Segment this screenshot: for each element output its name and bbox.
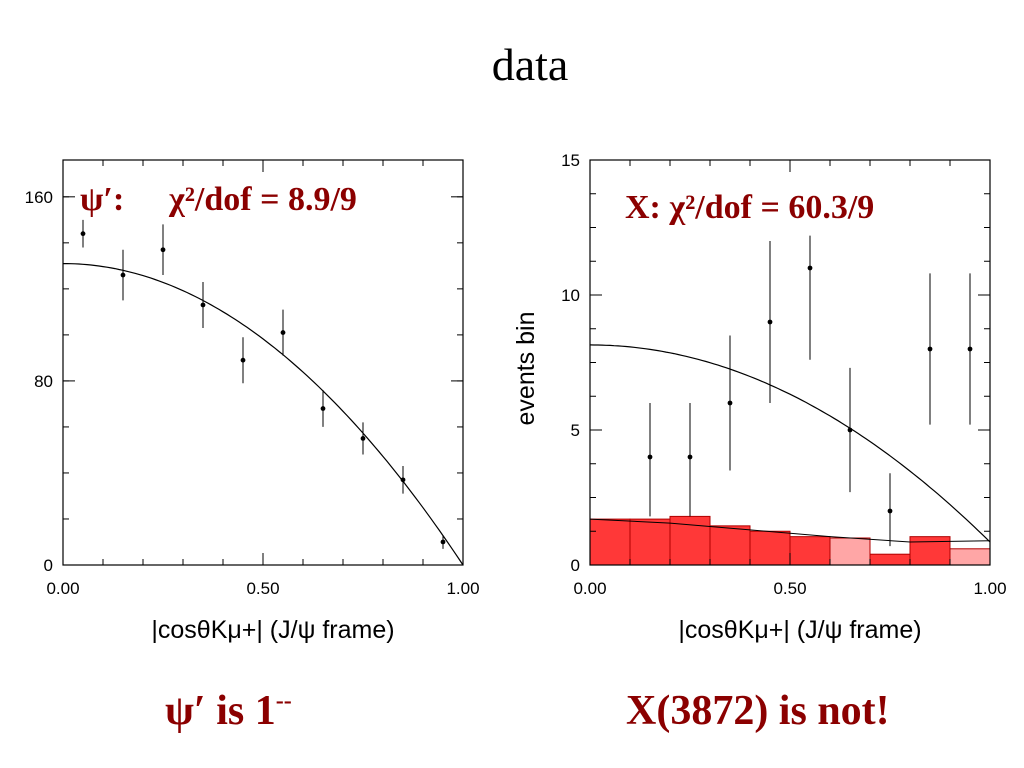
background-bar (909, 536, 951, 566)
data-point (647, 454, 653, 460)
data-point (200, 302, 206, 308)
data-point (727, 400, 733, 406)
x-tick-label: 0.50 (773, 579, 806, 598)
data-point (687, 454, 693, 460)
x-tick-label: 1.00 (973, 579, 1006, 598)
background-bar (869, 553, 911, 566)
fit-curve (589, 344, 991, 543)
data-point (80, 231, 86, 237)
plot-frame (62, 159, 464, 566)
y-tick-label: 160 (25, 188, 53, 207)
background-curve (589, 518, 991, 543)
x-tick-label: 0.00 (573, 579, 606, 598)
data-point (280, 330, 286, 335)
background-bar (589, 518, 631, 566)
y-tick-label: 15 (561, 151, 580, 170)
data-point (440, 539, 446, 545)
y-axis-title: events bin (512, 312, 540, 426)
y-tick-label: 0 (44, 556, 53, 575)
data-point (160, 247, 166, 253)
y-tick-label: 5 (571, 421, 580, 440)
data-point (887, 508, 893, 514)
background-bar (949, 548, 991, 566)
right-chart: 0.00 0.50 1.00 0 5 10 15 X: χ²/dof = 60.3/9 |cos… (512, 151, 1007, 644)
data-point (807, 265, 813, 271)
annotation-prefix: ψ′: (80, 181, 124, 218)
x-tick-label: 0.00 (46, 579, 79, 598)
left-caption-superscript: -- (276, 688, 292, 714)
background-bar (829, 537, 871, 566)
background-bar (629, 518, 671, 566)
data-point (400, 477, 406, 483)
background-bar (709, 525, 751, 566)
left-caption: ψ′ is 1-- (165, 688, 292, 734)
right-caption: X(3872) is not! (626, 688, 890, 734)
data-point (240, 357, 246, 363)
annotation-text: X: χ²/dof = 60.3/9 (625, 189, 874, 226)
data-point (320, 406, 326, 411)
data-point (360, 436, 366, 441)
y-tick-label: 80 (34, 372, 53, 391)
x-tick-label: 0.50 (246, 579, 279, 598)
x-axis-title: |cosθKμ+| (J/ψ frame) (678, 616, 921, 644)
slide-title: data (491, 39, 569, 90)
left-caption-text: ψ′ is 1 (165, 688, 276, 734)
annotation-text: χ²/dof = 8.9/9 (168, 181, 357, 218)
data-point (120, 272, 126, 278)
data-point (927, 346, 933, 352)
data-point (767, 319, 773, 325)
data-point (847, 427, 853, 433)
y-tick-label: 10 (561, 286, 580, 305)
left-chart: 0.00 0.50 1.00 0 80 160 ψ′: χ²/dof = 8.9/9 |cosθ… (25, 159, 480, 644)
x-axis-title: |cosθKμ+| (J/ψ frame) (151, 616, 394, 644)
x-tick-label: 1.00 (446, 579, 479, 598)
fit-curve (63, 263, 464, 566)
y-tick-label: 0 (571, 556, 580, 575)
data-point (967, 346, 973, 352)
background-bar (789, 536, 831, 566)
background-bar (749, 530, 791, 566)
